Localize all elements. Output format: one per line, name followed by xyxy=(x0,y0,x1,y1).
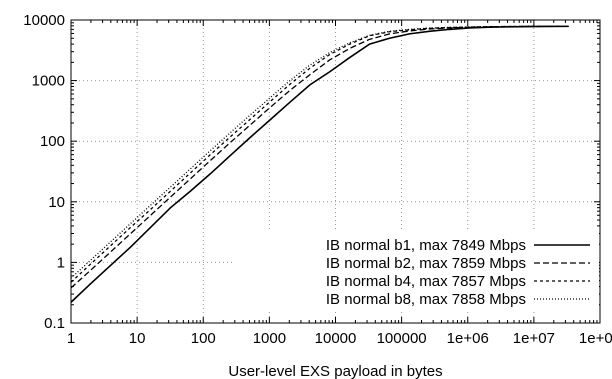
x-tick-label: 1e+08 xyxy=(579,330,612,347)
x-tick-label: 1e+07 xyxy=(513,330,555,347)
tick-labels: 1101001000100001000001e+061e+071e+080.11… xyxy=(23,12,612,347)
legend-label-2: IB normal b2, max 7859 Mbps xyxy=(326,255,526,272)
x-tick-label: 100000 xyxy=(377,330,427,347)
y-tick-label: 0.1 xyxy=(44,315,65,332)
x-tick-label: 100 xyxy=(191,330,216,347)
y-tick-label: 1 xyxy=(57,254,65,271)
x-tick-label: 1 xyxy=(67,330,75,347)
x-axis-label: User-level EXS payload in bytes xyxy=(228,363,442,379)
x-tick-label: 10 xyxy=(129,330,146,347)
series-line-3 xyxy=(70,25,569,283)
x-tick-label: 1000 xyxy=(253,330,286,347)
plot-frame xyxy=(70,19,601,324)
y-tick-label: 1000 xyxy=(32,73,65,90)
legend-label-4: IB normal b8, max 7858 Mbps xyxy=(326,291,526,308)
y-tick-label: 10 xyxy=(48,194,65,211)
legend-label-1: IB normal b1, max 7849 Mbps xyxy=(326,237,526,254)
x-tick-label: 1e+06 xyxy=(447,330,489,347)
y-tick-label: 100 xyxy=(40,133,65,150)
y-tick-label: 10000 xyxy=(23,12,65,29)
x-tick-label: 10000 xyxy=(315,330,357,347)
legend-label-3: IB normal b4, max 7857 Mbps xyxy=(326,273,526,290)
series-lines xyxy=(70,25,569,303)
